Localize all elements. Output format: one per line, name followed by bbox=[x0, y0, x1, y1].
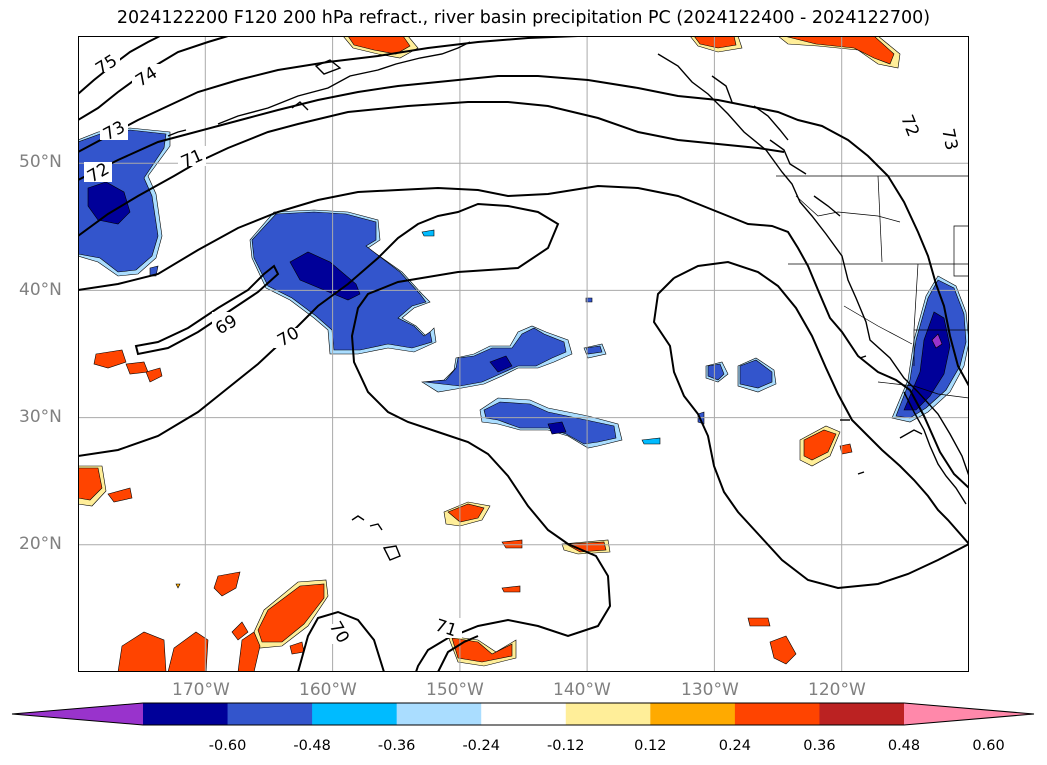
colorbar-swatch bbox=[227, 703, 313, 725]
colorbar bbox=[0, 696, 1047, 765]
colorbar-swatch bbox=[143, 703, 229, 725]
colorbar-swatch bbox=[650, 703, 736, 725]
colorbar-swatch bbox=[312, 703, 398, 725]
colorbar-swatch bbox=[819, 703, 905, 725]
lat-label-30n: 30°N bbox=[19, 407, 62, 427]
colorbar-swatches bbox=[11, 702, 1035, 726]
lon-label-140w: 140°W bbox=[553, 680, 611, 700]
lat-label-40n: 40°N bbox=[19, 280, 62, 300]
colorbar-outline bbox=[11, 702, 1035, 726]
colorbar-tick-label: -0.36 bbox=[377, 738, 416, 754]
lon-label-150w: 150°W bbox=[426, 680, 484, 700]
graticule bbox=[78, 36, 969, 672]
map-canvas: 75 74 73 72 71 70 69 71 70 72 73 bbox=[78, 36, 969, 672]
map-title: 2024122200 F120 200 hPa refract., river … bbox=[116, 8, 931, 28]
map-frame bbox=[78, 36, 969, 672]
coastlines bbox=[167, 41, 969, 561]
colorbar-tick-label: 0.60 bbox=[972, 738, 1005, 754]
colorbar-tick-label: -0.12 bbox=[547, 738, 585, 754]
negative-anomaly-areas bbox=[78, 127, 969, 449]
lat-label-20n: 20°N bbox=[19, 534, 62, 554]
colorbar-tick-label: -0.48 bbox=[293, 738, 331, 754]
colorbar-extend-low bbox=[12, 703, 143, 725]
contour-label-73-east: 73 bbox=[937, 127, 961, 152]
lat-label-50n: 50°N bbox=[19, 152, 62, 172]
lon-label-120w: 120°W bbox=[808, 680, 866, 700]
lon-label-170w: 170°W bbox=[172, 680, 230, 700]
colorbar-tick-label: 0.24 bbox=[718, 738, 752, 754]
colorbar-tick-label: 0.12 bbox=[634, 738, 667, 754]
colorbar-extend-high bbox=[904, 703, 1034, 725]
refractivity-contours bbox=[78, 36, 969, 672]
lon-label-160w: 160°W bbox=[299, 680, 357, 700]
colorbar-tick-label: -0.24 bbox=[462, 738, 500, 754]
colorbar-swatch bbox=[565, 703, 651, 725]
colorbar-swatch bbox=[734, 703, 820, 725]
map-panel: 75 74 73 72 71 70 69 71 70 72 73 bbox=[78, 36, 969, 672]
colorbar-swatch bbox=[396, 703, 482, 725]
colorbar-tick-label: 0.36 bbox=[803, 738, 836, 754]
colorbar-tick-label: 0.48 bbox=[887, 738, 921, 754]
lon-label-130w: 130°W bbox=[681, 680, 739, 700]
colorbar-swatch bbox=[481, 703, 567, 725]
political-borders bbox=[776, 175, 969, 399]
colorbar-tick-label: -0.60 bbox=[208, 738, 247, 754]
